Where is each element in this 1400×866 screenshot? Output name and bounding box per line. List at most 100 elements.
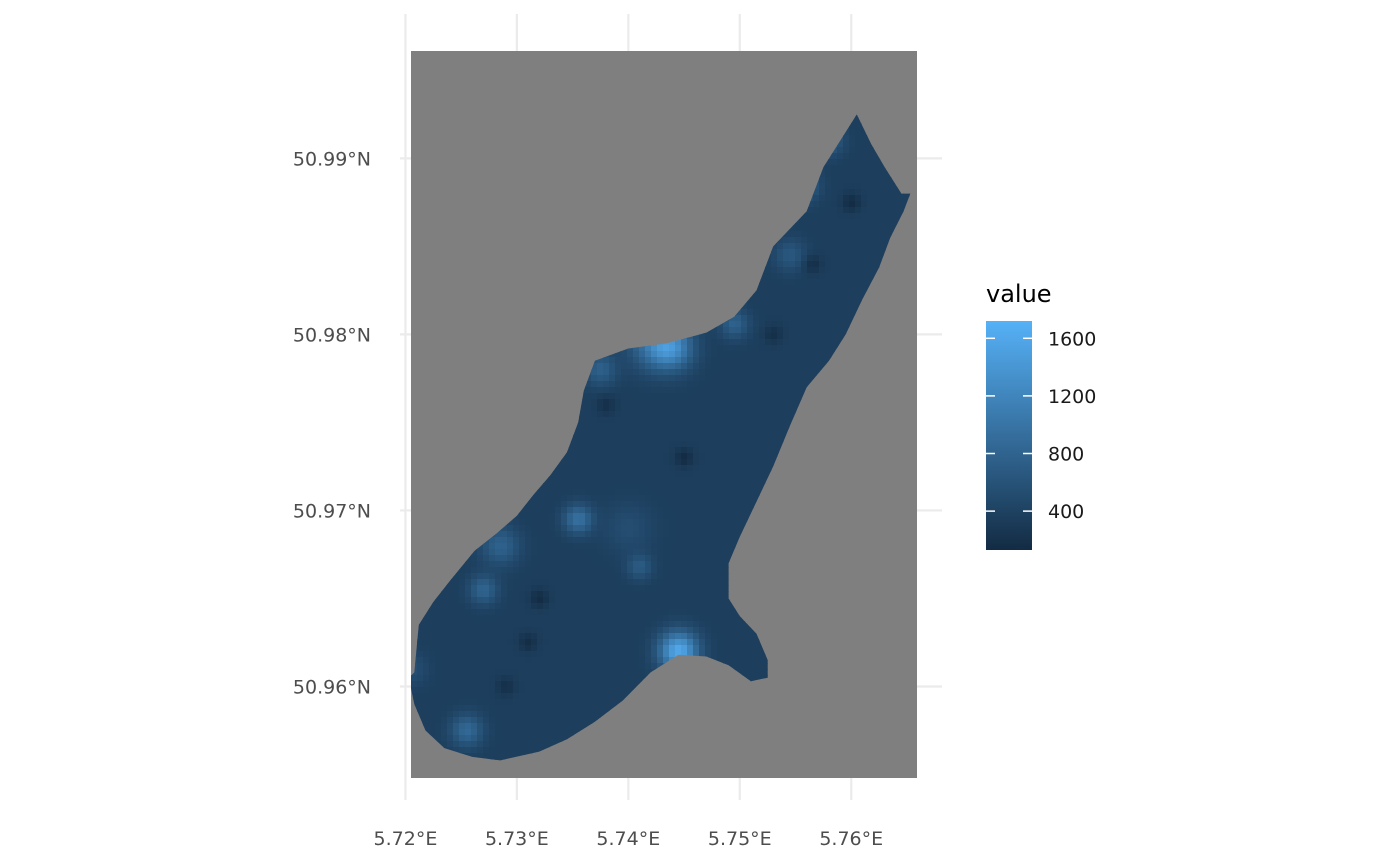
raster-cell — [825, 273, 832, 280]
raster-cell — [765, 327, 772, 334]
raster-cell — [789, 369, 796, 376]
raster-cell — [609, 375, 616, 382]
raster-cell — [861, 153, 868, 160]
raster-cell — [813, 201, 820, 208]
raster-cell — [807, 303, 814, 310]
raster-cell — [777, 261, 784, 268]
raster-cell — [825, 225, 832, 232]
raster-cell — [861, 165, 868, 172]
raster-cell — [789, 321, 796, 328]
raster-cell — [819, 345, 826, 352]
raster-cell — [615, 351, 622, 358]
raster-cell — [879, 231, 886, 238]
raster-cell — [723, 327, 730, 334]
raster-cell — [825, 357, 832, 364]
raster-cell — [633, 399, 640, 406]
raster-cell — [831, 171, 838, 178]
raster-cell — [825, 297, 832, 304]
raster-cell — [813, 237, 820, 244]
raster-cell — [795, 261, 802, 268]
raster-cell — [789, 333, 796, 340]
raster-cell — [651, 363, 658, 370]
raster-cell — [819, 207, 826, 214]
raster-cell — [813, 279, 820, 286]
raster-cell — [783, 291, 790, 298]
raster-cell — [885, 189, 892, 196]
raster-cell — [645, 387, 652, 394]
raster-cell — [681, 357, 688, 364]
raster-cell — [801, 333, 808, 340]
raster-cell — [867, 183, 874, 190]
raster-cell — [681, 375, 688, 382]
raster-cell — [837, 303, 844, 310]
raster-cell — [891, 183, 898, 190]
raster-cell — [789, 345, 796, 352]
raster-cell — [819, 195, 826, 202]
raster-cell — [741, 315, 748, 322]
raster-cell — [729, 321, 736, 328]
raster-cell — [843, 261, 850, 268]
raster-cell — [837, 183, 844, 190]
raster-cell — [795, 369, 802, 376]
raster-cell — [837, 153, 844, 160]
raster-cell — [705, 375, 712, 382]
raster-cell — [681, 381, 688, 388]
raster-cell — [633, 363, 640, 370]
raster-cell — [645, 381, 652, 388]
raster-cell — [777, 279, 784, 286]
raster-cell — [777, 351, 784, 358]
raster-cell — [765, 345, 772, 352]
raster-cell — [609, 399, 616, 406]
raster-cell — [879, 255, 886, 262]
raster-cell — [855, 153, 862, 160]
raster-cell — [591, 369, 598, 376]
raster-cell — [771, 393, 778, 400]
raster-cell — [765, 375, 772, 382]
raster-cell — [675, 351, 682, 358]
raster-cell — [723, 339, 730, 346]
raster-cell — [837, 189, 844, 196]
raster-cell — [789, 261, 796, 268]
raster-cell — [861, 285, 868, 292]
raster-cell — [759, 297, 766, 304]
raster-cell — [777, 333, 784, 340]
raster-cell — [699, 357, 706, 364]
raster-cell — [615, 387, 622, 394]
raster-cell — [663, 393, 670, 400]
raster-cell — [777, 255, 784, 262]
raster-cell — [759, 387, 766, 394]
raster-cell — [609, 363, 616, 370]
raster-cell — [681, 399, 688, 406]
raster-cell — [849, 141, 856, 148]
raster-cell — [669, 369, 676, 376]
raster-cell — [813, 285, 820, 292]
raster-cell — [795, 393, 802, 400]
raster-cell — [849, 129, 856, 136]
raster-cell — [789, 351, 796, 358]
raster-cell — [855, 147, 862, 154]
raster-cell — [801, 387, 808, 394]
raster-cell — [885, 177, 892, 184]
raster-cell — [801, 303, 808, 310]
raster-cell — [699, 339, 706, 346]
raster-cell — [591, 363, 598, 370]
raster-cell — [783, 387, 790, 394]
raster-cell — [747, 315, 754, 322]
raster-cell — [837, 279, 844, 286]
raster-cell — [843, 309, 850, 316]
raster-cell — [759, 291, 766, 298]
raster-cell — [867, 249, 874, 256]
raster-cell — [765, 333, 772, 340]
raster-cell — [849, 159, 856, 166]
raster-cell — [639, 393, 646, 400]
raster-cell — [849, 297, 856, 304]
raster-cell — [801, 285, 808, 292]
raster-cell — [861, 231, 868, 238]
raster-cell — [819, 225, 826, 232]
raster-cell — [825, 315, 832, 322]
raster-cell — [819, 339, 826, 346]
raster-cell — [621, 387, 628, 394]
raster-cell — [699, 333, 706, 340]
raster-cell — [759, 315, 766, 322]
raster-cell — [705, 369, 712, 376]
